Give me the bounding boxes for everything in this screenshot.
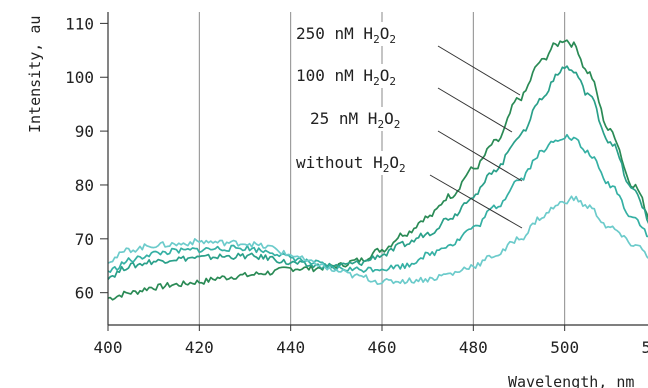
annotation-leader-1 <box>437 87 513 133</box>
series-line-3 <box>107 195 648 286</box>
annotation-bg-3 <box>292 151 440 175</box>
x-tick-label-500: 500 <box>550 338 579 357</box>
annotation-bg-0 <box>292 22 440 46</box>
annotation-leader-2 <box>437 130 523 182</box>
annotation-label-3: without H2O2 <box>296 153 406 175</box>
x-tick-label-440: 440 <box>276 338 305 357</box>
axes: 400 420 440 460 480 500 520 60 70 80 90 100 110 <box>65 12 648 357</box>
annotation-label-1: 100 nM H2O2 <box>296 66 396 88</box>
x-axis-label: Wavelength, nm <box>508 373 634 388</box>
y-tick-label-100: 100 <box>65 68 94 87</box>
y-tick-label-110: 110 <box>65 14 94 33</box>
y-tick-label-60: 60 <box>75 284 94 303</box>
series-line-2 <box>107 133 648 273</box>
annotations: 250 nM H2O2 100 nM H2O2 25 nM H2O2 without … <box>292 22 523 229</box>
annotation-label-2: 25 nM H2O2 <box>310 109 400 131</box>
annotation-bg-1 <box>292 64 440 88</box>
x-tick-label-400: 400 <box>94 338 123 357</box>
annotation-label-0: 250 nM H2O2 <box>296 24 396 46</box>
y-tick-label-70: 70 <box>75 230 94 249</box>
series-lines <box>107 39 648 301</box>
annotation-bg-2 <box>306 107 454 131</box>
x-tick-label-460: 460 <box>368 338 397 357</box>
x-tick-label-420: 420 <box>185 338 214 357</box>
y-tick-label-90: 90 <box>75 122 94 141</box>
series-line-1 <box>107 65 648 280</box>
x-tick-label-480: 480 <box>459 338 488 357</box>
series-line-0 <box>107 39 648 301</box>
annotation-leader-0 <box>437 45 521 96</box>
y-tick-label-80: 80 <box>75 176 94 195</box>
y-axis-label: Intensity, au <box>26 16 44 133</box>
x-tick-label-520: 520 <box>642 338 648 357</box>
annotation-leader-3 <box>429 174 523 229</box>
